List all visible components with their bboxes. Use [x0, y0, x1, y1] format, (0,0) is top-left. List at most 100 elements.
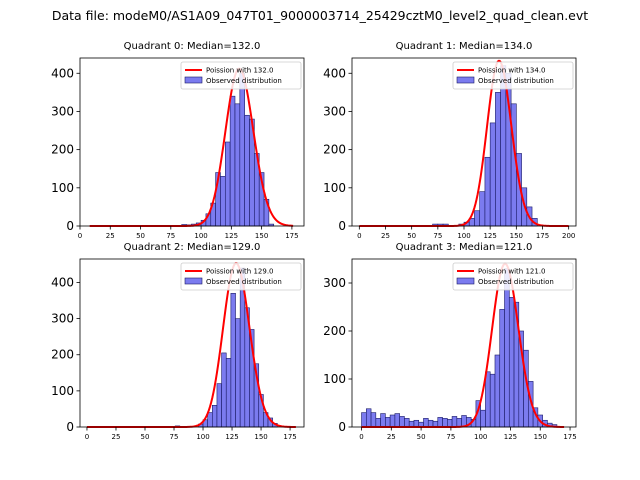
y-tick-label: 100 — [323, 181, 346, 195]
histogram-bar — [380, 413, 386, 428]
y-tick-label: 100 — [51, 384, 74, 398]
histogram-bar — [500, 65, 507, 227]
histogram-bar — [456, 418, 462, 428]
histogram-bar — [365, 408, 372, 428]
histogram-bar — [207, 412, 213, 428]
x-tick-label: 0 — [78, 232, 82, 240]
x-tick-label: 25 — [112, 433, 121, 441]
x-tick-label: 25 — [381, 232, 390, 240]
y-tick-label: 200 — [323, 143, 346, 157]
x-tick-label: 100 — [457, 232, 470, 240]
panel-title: Quadrant 2: Median=129.0 — [124, 242, 261, 253]
legend-hist-label: Observed distribution — [478, 77, 554, 85]
legend: Poission with 132.0 Observed distribution — [180, 61, 302, 90]
histogram-bar — [494, 354, 501, 428]
y-tick-label: 300 — [51, 312, 74, 326]
legend-box — [180, 262, 302, 291]
x-tick-label: 75 — [166, 232, 175, 240]
histogram-bar — [427, 419, 434, 428]
panel-title: Quadrant 1: Median=134.0 — [396, 41, 533, 52]
x-tick-label: 50 — [136, 232, 145, 240]
legend-hist-swatch — [184, 277, 203, 285]
histogram-bar — [225, 358, 232, 428]
histogram-bar — [484, 156, 491, 227]
histogram-bar — [489, 122, 496, 227]
x-tick-label: 0 — [357, 232, 361, 240]
histogram-bar — [221, 352, 227, 428]
histogram-bar — [479, 191, 486, 227]
chart-panel-1: Quadrant 1: Median=134.0 0 100 200 300 400 0 25… — [323, 41, 577, 240]
legend-hist-swatch — [456, 76, 475, 84]
x-tick-label: 125 — [483, 232, 496, 240]
x-tick-label: 200 — [562, 232, 575, 240]
x-tick-label: 50 — [141, 433, 150, 441]
x-tick-label: 100 — [474, 433, 487, 441]
x-tick-label: 50 — [407, 232, 416, 240]
legend-fit-label: Poission with 132.0 — [206, 67, 274, 75]
x-tick-label: 175 — [536, 232, 549, 240]
chart-panel-3: Quadrant 3: Median=121.0 0 100 200 300 0 25 50 7… — [323, 242, 577, 441]
x-tick-label: 150 — [510, 232, 523, 240]
histogram-bar — [499, 309, 505, 428]
y-tick-label: 200 — [51, 348, 74, 362]
x-tick-label: 100 — [194, 232, 207, 240]
histogram-bar — [375, 418, 381, 428]
x-tick-label: 125 — [504, 433, 517, 441]
histogram-bar — [423, 418, 429, 428]
histogram-bar — [220, 176, 226, 227]
panels: Quadrant 0: Median=132.0 0 100 200 300 400 0 25… — [51, 41, 577, 441]
axes-frame — [79, 57, 305, 227]
histogram-bar — [447, 419, 453, 428]
legend-fit-label: Poission with 121.0 — [478, 268, 546, 276]
histogram-bar — [451, 416, 458, 428]
legend-box — [452, 262, 574, 291]
chart-panel-0: Quadrant 0: Median=132.0 0 100 200 300 400 0 25… — [51, 41, 305, 240]
x-tick-label: 125 — [225, 232, 238, 240]
x-tick-label: 175 — [563, 433, 576, 441]
histogram-bar — [442, 418, 448, 428]
histogram-bar — [244, 114, 250, 227]
axes-frame — [79, 258, 305, 428]
histogram-bar — [234, 103, 241, 227]
x-tick-label: 175 — [283, 433, 296, 441]
panel-title: Quadrant 3: Median=121.0 — [396, 242, 533, 253]
y-tick-label: 100 — [51, 181, 74, 195]
legend-fit-label: Poission with 129.0 — [206, 268, 274, 276]
y-tick-label: 0 — [66, 219, 74, 233]
histogram-bar — [385, 417, 391, 428]
histogram-bar — [504, 268, 510, 428]
legend-hist-label: Observed distribution — [206, 278, 282, 286]
x-tick-label: 175 — [285, 232, 298, 240]
histogram-bar — [508, 297, 515, 428]
legend-box — [452, 61, 574, 90]
histogram-bar — [370, 412, 377, 428]
histogram-bar — [216, 383, 222, 428]
histogram-bar — [212, 405, 218, 428]
histogram-bar — [437, 417, 443, 428]
y-tick-label: 0 — [338, 420, 346, 434]
x-tick-label: 150 — [255, 232, 268, 240]
legend-box — [180, 61, 302, 90]
histogram-bar — [224, 141, 231, 227]
legend: Poission with 134.0 Observed distribution — [452, 61, 574, 90]
x-tick-label: 75 — [446, 433, 455, 441]
x-tick-label: 0 — [85, 433, 89, 441]
legend-hist-label: Observed distribution — [206, 77, 282, 85]
histogram-bar — [413, 419, 420, 428]
x-tick-label: 75 — [170, 433, 179, 441]
histogram-bar — [394, 413, 400, 428]
x-tick-label: 100 — [196, 433, 209, 441]
y-tick-label: 400 — [51, 66, 74, 80]
y-tick-label: 100 — [323, 372, 346, 386]
x-tick-label: 25 — [106, 232, 115, 240]
histogram-bar — [361, 412, 367, 428]
histogram-bar — [399, 416, 405, 428]
histogram-bar — [485, 371, 491, 428]
x-tick-label: 25 — [387, 433, 396, 441]
panel-title: Quadrant 0: Median=132.0 — [124, 41, 261, 52]
axes-frame — [351, 258, 577, 428]
y-tick-label: 300 — [51, 104, 74, 118]
legend-fit-label: Poission with 134.0 — [478, 67, 546, 75]
y-tick-label: 0 — [338, 219, 346, 233]
histogram-bar — [474, 210, 481, 227]
